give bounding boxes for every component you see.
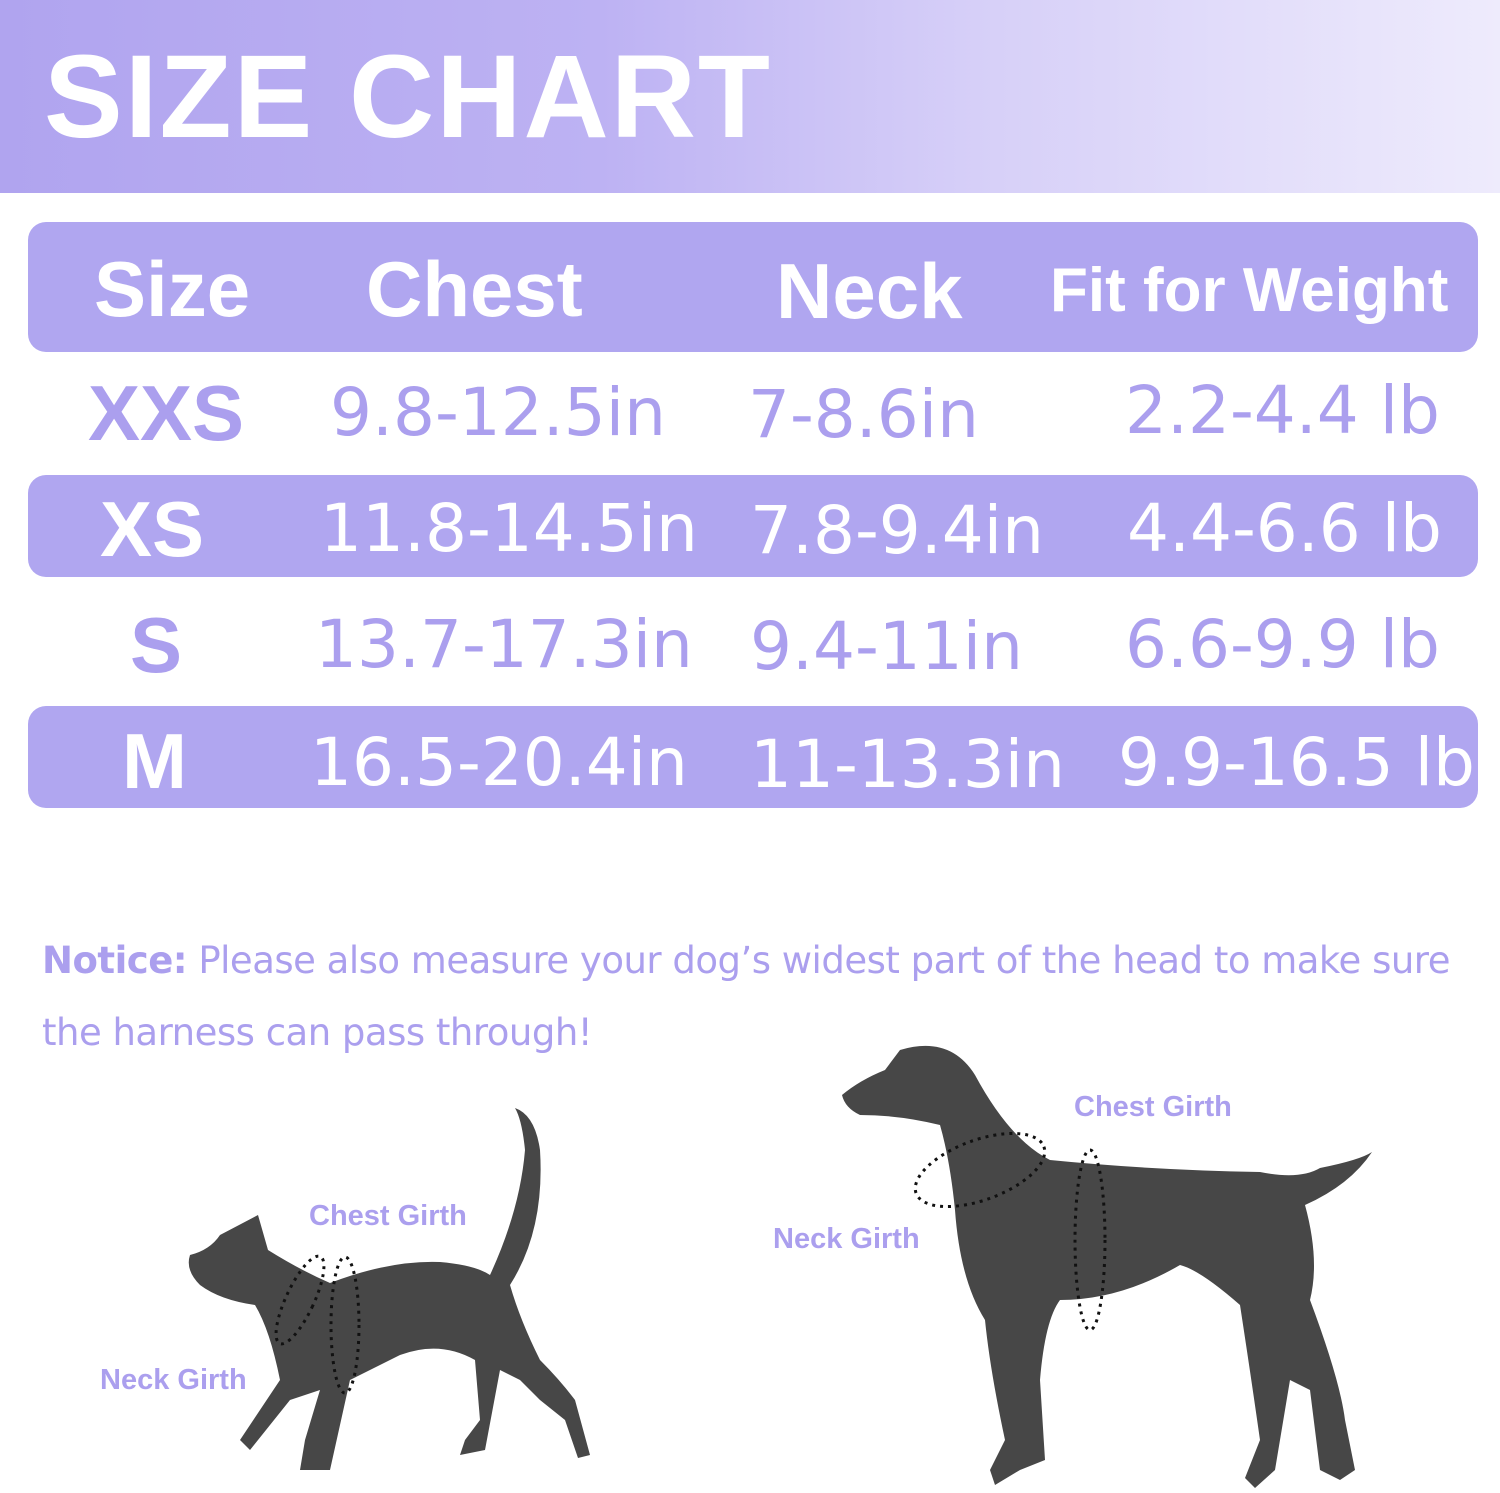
size-cell: M xyxy=(122,717,187,805)
page-title: SIZE CHART xyxy=(44,31,772,163)
chest-cell: 13.7-17.3in xyxy=(315,606,693,683)
dog-girth-markers xyxy=(913,1131,1107,1332)
notice-text: Notice: Please also measure your dog’s w… xyxy=(42,925,1472,1069)
cat-chest-girth-label: Chest Girth xyxy=(309,1200,467,1232)
size-cell: S xyxy=(130,601,183,689)
chest-cell: 9.8-12.5in xyxy=(330,374,666,451)
neck-cell: 7-8.6in xyxy=(748,376,979,453)
weight-cell: 9.9-16.5 lb xyxy=(1118,724,1475,801)
neck-cell: 11-13.3in xyxy=(750,726,1065,803)
weight-cell: 4.4-6.6 lb xyxy=(1127,490,1442,567)
dog-neck-girth-label: Neck Girth xyxy=(773,1223,920,1255)
neck-cell: 9.4-11in xyxy=(750,608,1023,685)
notice-label: Notice: xyxy=(42,939,188,982)
table-header-row xyxy=(28,222,1478,352)
dog-chest-girth-label: Chest Girth xyxy=(1074,1091,1232,1123)
weight-cell: 2.2-4.4 lb xyxy=(1125,372,1440,449)
chest-cell: 16.5-20.4in xyxy=(310,724,688,801)
size-cell: XXS xyxy=(88,369,245,457)
header-weight: Fit for Weight xyxy=(1050,256,1449,325)
dog-silhouette xyxy=(842,1045,1372,1488)
table-row-highlight xyxy=(28,706,1478,808)
table-row-highlight xyxy=(28,475,1478,577)
header-chest: Chest xyxy=(366,245,583,333)
notice-body: Please also measure your dog’s widest pa… xyxy=(42,939,1450,1054)
weight-cell: 6.6-9.9 lb xyxy=(1125,606,1440,683)
cat-neck-girth-label: Neck Girth xyxy=(100,1364,247,1396)
chest-cell: 11.8-14.5in xyxy=(320,490,698,567)
cat-girth-markers xyxy=(274,1254,361,1395)
header-neck: Neck xyxy=(776,247,963,335)
size-cell: XS xyxy=(100,485,205,573)
cat-silhouette xyxy=(188,1108,590,1470)
neck-cell: 7.8-9.4in xyxy=(750,492,1044,569)
title-banner xyxy=(0,0,1500,193)
header-size: Size xyxy=(94,245,251,333)
